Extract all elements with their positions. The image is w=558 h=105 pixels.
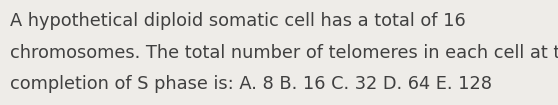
Text: completion of S phase is: A. 8 B. 16 C. 32 D. 64 E. 128: completion of S phase is: A. 8 B. 16 C. … <box>10 75 492 93</box>
Text: chromosomes. The total number of telomeres in each cell at the: chromosomes. The total number of telomer… <box>10 43 558 62</box>
Text: A hypothetical diploid somatic cell has a total of 16: A hypothetical diploid somatic cell has … <box>10 12 466 30</box>
